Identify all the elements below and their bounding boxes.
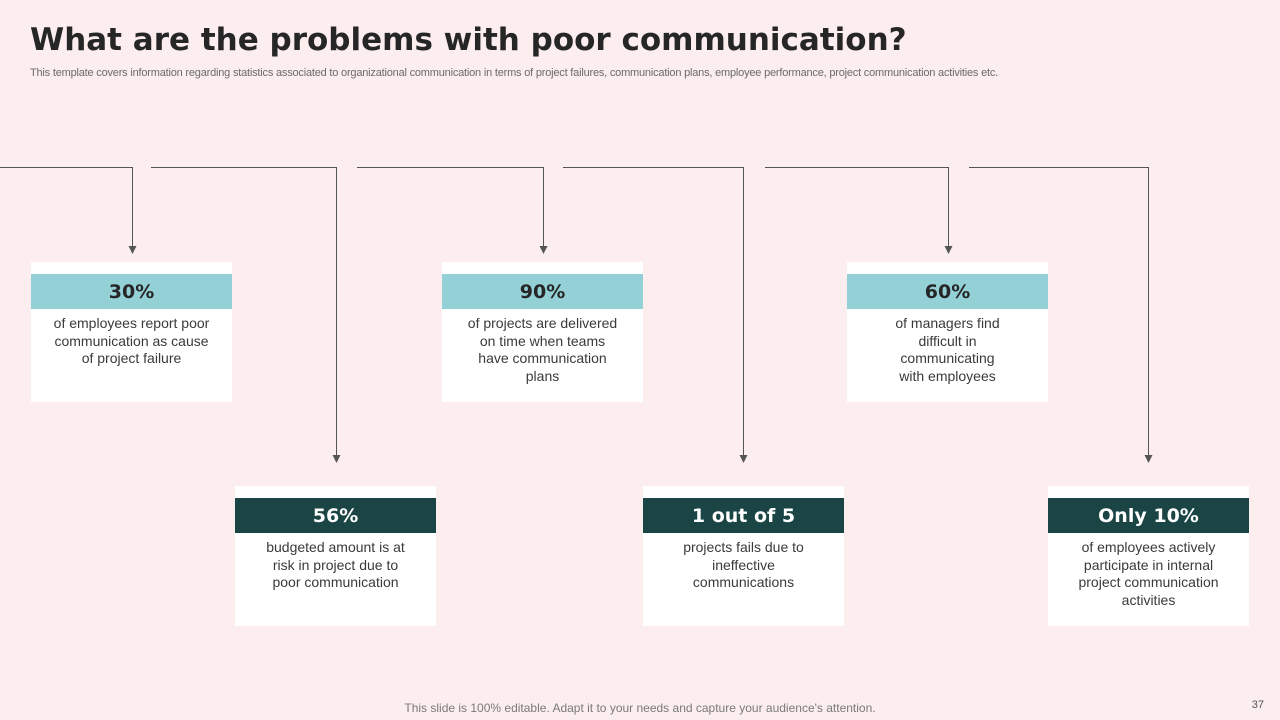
stat-value: 1 out of 5 xyxy=(643,498,844,533)
stat-value: 90% xyxy=(442,274,643,309)
slide-title: What are the problems with poor communic… xyxy=(30,22,907,58)
stat-description: of projects are delivered on time when t… xyxy=(467,315,618,384)
connector-line-5 xyxy=(765,167,953,254)
connector-line-2 xyxy=(151,167,341,463)
stat-description: of managers find difficult in communicat… xyxy=(895,315,1000,384)
stat-description: projects fails due to ineffective commun… xyxy=(683,539,804,591)
stat-value: 56% xyxy=(235,498,436,533)
stat-description: of employees actively participate in int… xyxy=(1078,539,1219,608)
stat-description: of employees report poor communication a… xyxy=(53,315,210,367)
connector-line-3 xyxy=(357,167,548,254)
stat-card-5: 60% of managers find difficult in commun… xyxy=(847,262,1048,402)
stat-card-1: 30% of employees report poor communicati… xyxy=(31,262,232,402)
stat-card-6: Only 10% of employees actively participa… xyxy=(1048,486,1249,626)
stat-description: budgeted amount is at risk in project du… xyxy=(266,539,405,591)
stat-card-2: 56% budgeted amount is at risk in projec… xyxy=(235,486,436,626)
stat-value: Only 10% xyxy=(1048,498,1249,533)
connector-line-6 xyxy=(969,167,1153,463)
connector-line-4 xyxy=(563,167,748,463)
slide-subtitle: This template covers information regardi… xyxy=(30,67,999,79)
stat-card-4: 1 out of 5 projects fails due to ineffec… xyxy=(643,486,844,626)
slide-footer: This slide is 100% editable. Adapt it to… xyxy=(404,701,876,715)
page-number: 37 xyxy=(1251,699,1264,711)
stat-value: 30% xyxy=(31,274,232,309)
stat-value: 60% xyxy=(847,274,1048,309)
connector-line-1 xyxy=(0,167,137,254)
stat-card-3: 90% of projects are delivered on time wh… xyxy=(442,262,643,402)
